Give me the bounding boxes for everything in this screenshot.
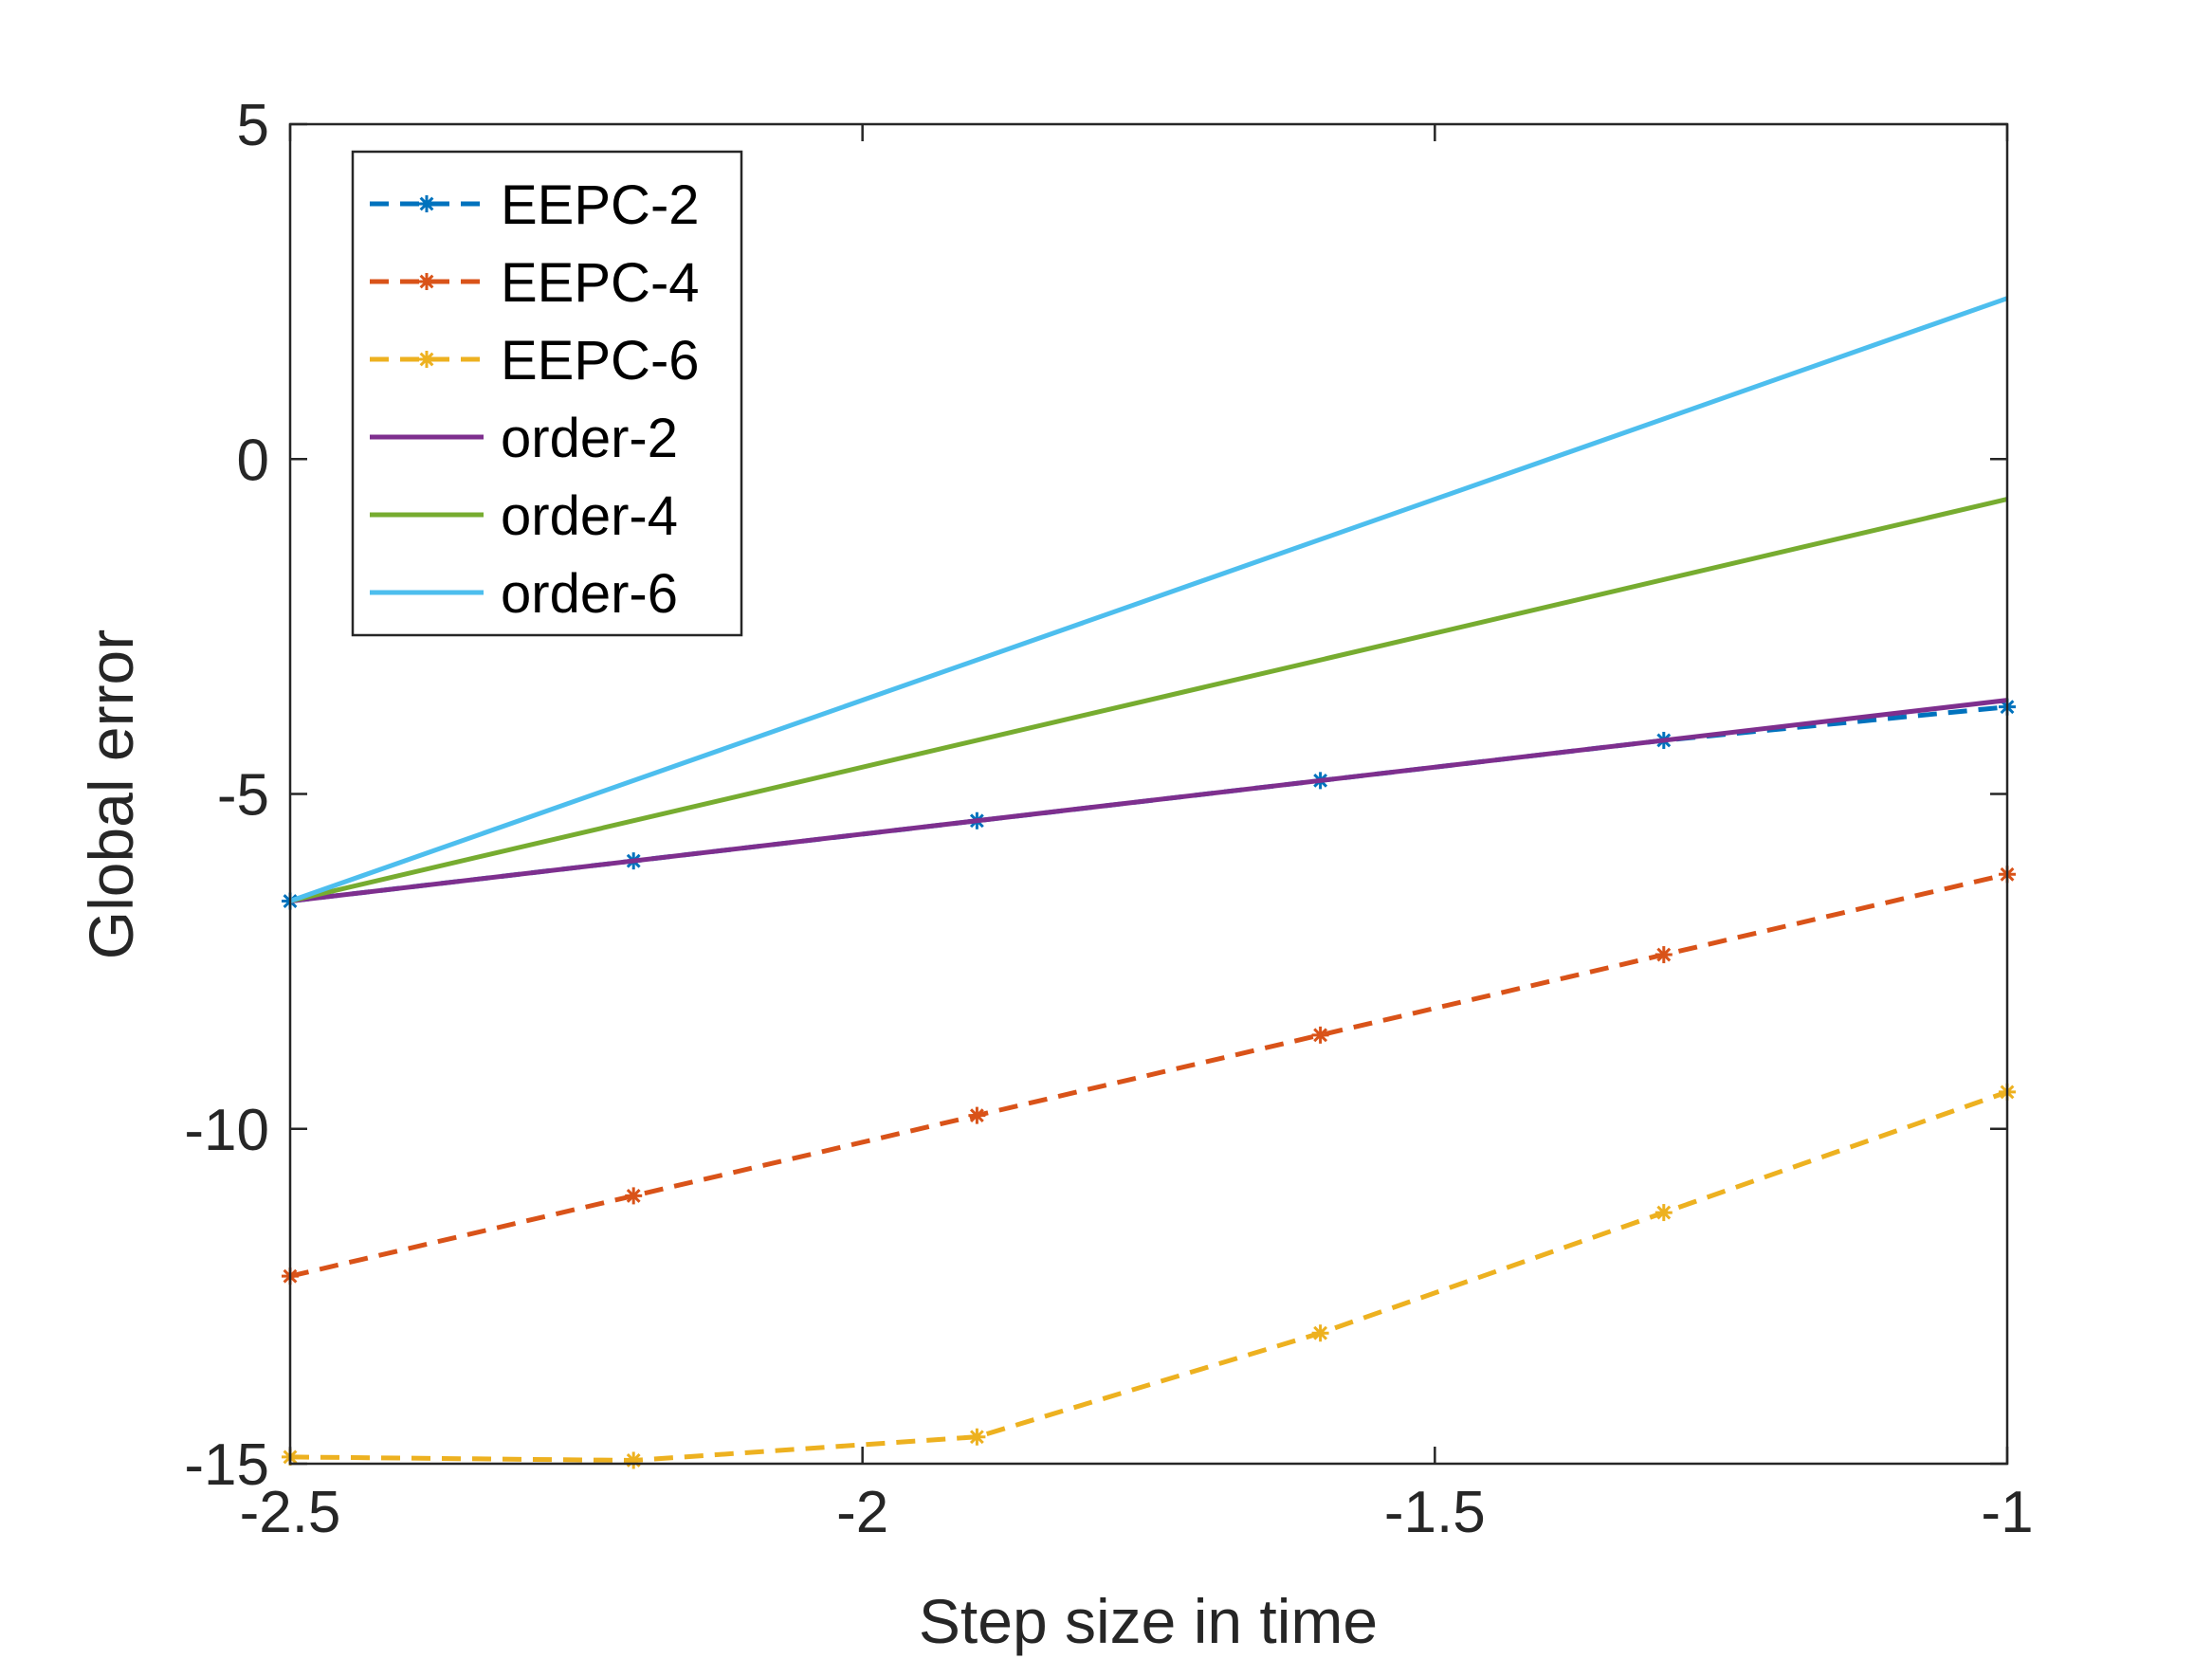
x-tick-label: -1.5 <box>1384 1480 1486 1545</box>
data-point-eepc-4-stroke <box>626 1188 641 1203</box>
legend-label-eepc-4: EEPC-4 <box>501 252 700 314</box>
data-point-eepc-4 <box>968 1106 986 1124</box>
data-point-eepc-4-stroke <box>1313 1028 1328 1043</box>
legend: EEPC-2 EEPC-4 EEPC-6 order-2 order-4 order-6 <box>351 150 743 637</box>
data-point-eepc-6 <box>1311 1324 1329 1342</box>
legend-marker-eepc-2 <box>418 195 435 212</box>
legend-label-order-2: order-2 <box>501 408 678 469</box>
data-point-eepc-4 <box>1654 946 1673 964</box>
y-tick-label: -5 <box>217 763 269 829</box>
data-point-eepc-6 <box>1654 1204 1673 1222</box>
legend-label-order-4: order-4 <box>501 485 678 547</box>
data-point-eepc-4-stroke <box>969 1108 984 1123</box>
series-line-order-2 <box>289 698 2008 903</box>
legend-box <box>351 150 743 637</box>
x-tick-label: -2 <box>836 1480 888 1545</box>
legend-marker-eepc-2-stroke <box>419 196 434 211</box>
legend-label-order-6: order-6 <box>501 563 678 625</box>
data-point-eepc-6-stroke <box>969 1430 984 1445</box>
data-point-eepc-6 <box>625 1451 643 1469</box>
y-tick-label: 5 <box>237 93 269 158</box>
series-line-order-6 <box>289 296 2008 903</box>
tick-labels-layer: -2.5 -2 -1.5 -1 -15 -10 -5 0 5 <box>184 93 2033 1545</box>
legend-marker-eepc-6-stroke <box>419 352 434 367</box>
data-point-eepc-4 <box>625 1187 643 1205</box>
legend-marker-eepc-4-stroke <box>419 274 434 289</box>
legend-items: EEPC-2 EEPC-4 EEPC-6 order-2 order-4 order-6 <box>370 174 700 625</box>
series-line-eepc-4 <box>289 871 2008 1279</box>
x-tick-label: -1 <box>1981 1480 2033 1545</box>
x-axis-title: Step size in time <box>919 1586 1378 1656</box>
series-line-eepc-6 <box>289 1089 2008 1463</box>
x-tick-label: -2.5 <box>240 1480 341 1545</box>
axes-box <box>288 122 2009 1466</box>
series-layer <box>282 296 2016 1469</box>
data-point-eepc-6-stroke <box>1313 1325 1328 1340</box>
y-tick-label: -15 <box>184 1432 269 1498</box>
legend-marker-eepc-4 <box>418 273 435 290</box>
data-point-eepc-4-stroke <box>1656 947 1672 962</box>
y-tick-label: -10 <box>184 1098 269 1163</box>
y-axis-title: Global error <box>76 629 146 959</box>
legend-label-eepc-2: EEPC-2 <box>501 174 700 236</box>
data-point-eepc-6-stroke <box>1656 1205 1672 1220</box>
y-tick-label: 0 <box>237 428 269 493</box>
data-point-eepc-6 <box>968 1428 986 1446</box>
legend-marker-eepc-6 <box>418 351 435 368</box>
legend-label-eepc-6: EEPC-6 <box>501 330 700 392</box>
data-point-eepc-4 <box>1311 1026 1329 1044</box>
series-line-order-4 <box>289 497 2008 903</box>
